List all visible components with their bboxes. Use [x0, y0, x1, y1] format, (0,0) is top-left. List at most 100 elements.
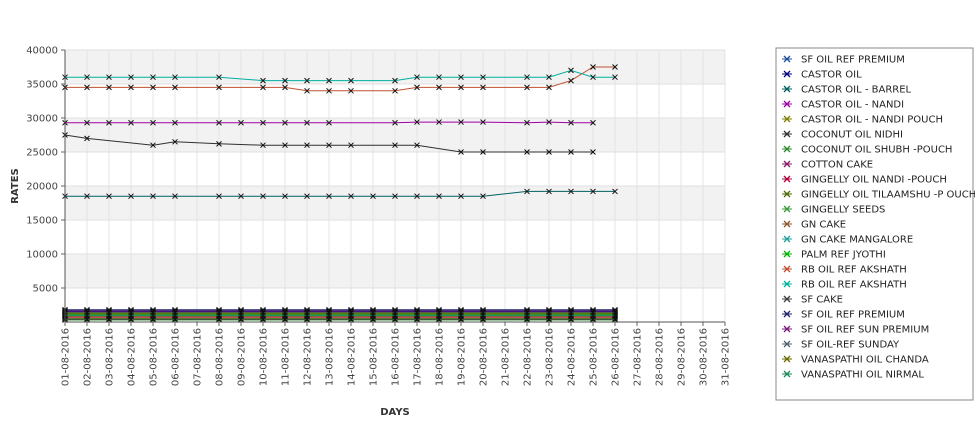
series-line	[65, 66, 615, 92]
series-16	[62, 316, 618, 323]
data-point	[304, 312, 310, 319]
data-point	[260, 77, 266, 84]
x-tick-label: 07-08-2016	[193, 328, 204, 386]
data-point	[304, 193, 310, 200]
x-tick-label: 04-08-2016	[127, 328, 138, 386]
legend-entry: SF OIL REF PREMIUM	[801, 310, 905, 321]
data-point	[524, 119, 530, 126]
data-point	[128, 74, 134, 81]
data-point	[282, 193, 288, 200]
data-point	[392, 316, 398, 323]
x-tick-label: 10-08-2016	[259, 328, 270, 386]
data-point	[524, 149, 530, 155]
x-tick-label: 21-08-2016	[501, 328, 512, 386]
x-tick-label: 17-08-2016	[413, 328, 424, 386]
data-point	[414, 84, 420, 91]
data-point	[590, 149, 596, 155]
legend-entry: SF CAKE	[801, 295, 843, 306]
legend-entry: GINGELLY SEEDS	[801, 205, 885, 216]
y-axis-ticks: 5000 10000 15000 20000 25000 30000 35000 40000	[26, 46, 65, 295]
y-tick-label: 15000	[26, 216, 58, 227]
x-tick-label: 23-08-2016	[545, 328, 556, 386]
data-point	[84, 119, 90, 126]
x-tick-label: 18-08-2016	[435, 328, 446, 386]
data-point	[216, 193, 222, 200]
data-point	[304, 316, 310, 323]
x-axis-title: DAYS	[380, 407, 410, 418]
legend: SF OIL REF PREMIUM CASTOR OIL CASTOR OIL -…	[775, 47, 975, 401]
data-point	[458, 84, 464, 91]
x-tick-label: 05-08-2016	[149, 328, 160, 386]
data-point	[304, 142, 310, 149]
x-tick-label: 11-08-2016	[281, 328, 292, 386]
data-point	[150, 84, 156, 91]
data-point	[84, 135, 90, 142]
series-3	[62, 119, 596, 126]
data-point	[348, 77, 354, 84]
legend-entry: RB OIL REF AKSHATH	[801, 280, 907, 291]
data-point	[524, 316, 530, 323]
data-point	[480, 74, 486, 81]
x-tick-label: 29-08-2016	[677, 328, 688, 386]
data-point	[84, 74, 90, 81]
data-point	[370, 316, 376, 323]
data-point	[546, 119, 552, 125]
x-tick-label: 24-08-2016	[567, 328, 578, 386]
legend-entry: SF OIL REF PREMIUM	[801, 55, 905, 66]
data-point	[282, 312, 288, 319]
data-point	[150, 119, 156, 126]
data-point	[326, 87, 332, 94]
data-point	[414, 119, 420, 125]
x-tick-label: 22-08-2016	[523, 328, 534, 386]
y-tick-label: 25000	[26, 148, 58, 159]
x-tick-label: 26-08-2016	[611, 328, 622, 386]
series-line	[65, 69, 615, 82]
data-point	[568, 67, 574, 74]
x-tick-label: 27-08-2016	[633, 328, 644, 386]
data-point	[414, 193, 420, 200]
data-point	[348, 193, 354, 200]
y-tick-label: 5000	[33, 284, 58, 295]
data-point	[326, 193, 332, 200]
data-point	[128, 119, 134, 126]
data-point	[260, 193, 266, 200]
data-point	[128, 312, 134, 319]
data-point	[282, 77, 288, 84]
data-point	[282, 84, 288, 91]
data-point	[282, 316, 288, 323]
data-point	[216, 312, 222, 319]
data-point	[348, 87, 354, 94]
x-tick-label: 14-08-2016	[347, 328, 358, 386]
data-point	[238, 193, 244, 200]
x-tick-label: 20-08-2016	[479, 328, 490, 386]
data-point	[436, 193, 442, 200]
data-point	[568, 188, 574, 195]
data-point	[436, 119, 442, 125]
data-point	[326, 77, 332, 84]
data-point	[260, 316, 266, 323]
data-point	[480, 193, 486, 200]
data-point	[568, 77, 574, 84]
data-point	[238, 312, 244, 319]
data-point	[480, 149, 486, 155]
x-tick-label: 03-08-2016	[105, 328, 116, 386]
data-point	[238, 119, 244, 126]
data-point	[546, 74, 552, 81]
data-point	[436, 316, 442, 323]
data-point	[546, 316, 552, 323]
legend-entry: GN CAKE	[801, 220, 846, 231]
series-layer	[62, 64, 618, 323]
legend-entry: SF OIL REF SUN PREMIUM	[801, 325, 929, 336]
data-point	[172, 119, 178, 126]
data-point	[524, 84, 530, 91]
axes	[64, 50, 725, 323]
data-point	[84, 193, 90, 200]
data-point	[392, 142, 398, 149]
data-point	[590, 188, 596, 195]
data-point	[568, 119, 574, 126]
x-tick-label: 09-08-2016	[237, 328, 248, 386]
data-point	[612, 64, 618, 70]
data-point	[172, 84, 178, 91]
legend-entry: CASTOR OIL - BARREL	[801, 85, 912, 96]
data-point	[150, 74, 156, 81]
